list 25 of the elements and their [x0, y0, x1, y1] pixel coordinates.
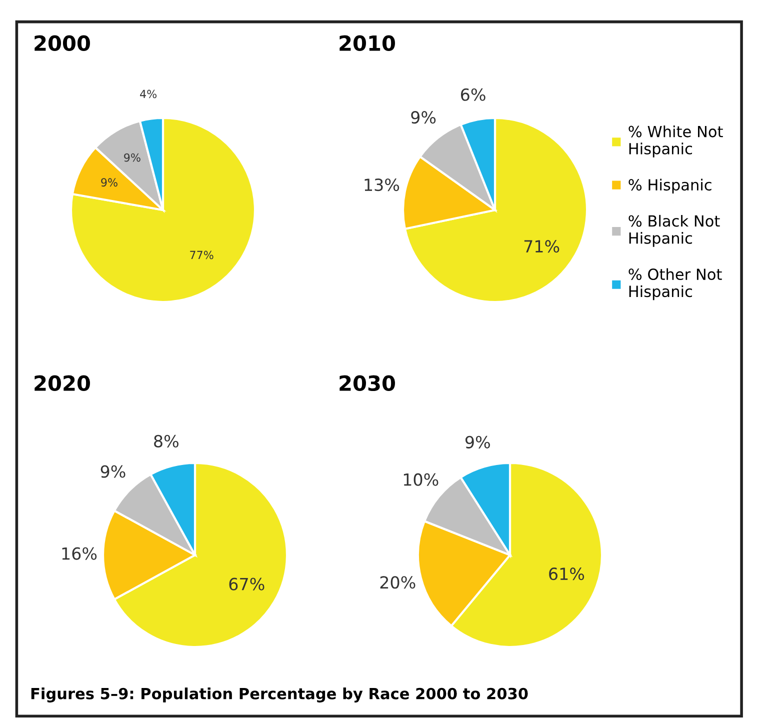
data-label: 4% [140, 90, 157, 98]
data-label: 77% [190, 250, 214, 260]
data-label: 71% [524, 240, 560, 253]
chart-title: 2010 [340, 35, 395, 52]
data-label: 9% [465, 436, 490, 448]
chart-title: 2020 [34, 375, 90, 392]
data-label: 9% [101, 178, 118, 187]
data-label: 9% [411, 111, 436, 124]
data-label: 67% [229, 578, 264, 590]
data-label: 6% [460, 88, 486, 101]
data-label: 13% [364, 178, 400, 192]
text: Figures 5–9: Population Percentage by Race 2000 to 2030 [31, 688, 528, 702]
data-label: 9% [124, 153, 140, 162]
data-label: 10% [404, 473, 438, 486]
chart-title: 2030 [340, 375, 395, 392]
legend-label: % Hispanic [628, 178, 712, 194]
legend-label: % Other Not Hispanic [628, 268, 722, 300]
legend-label: % Black Not Hispanic [628, 214, 720, 247]
data-label: 8% [154, 434, 178, 448]
chart-title: 2000 [34, 35, 90, 52]
data-label: 9% [100, 465, 126, 478]
data-label: 61% [549, 568, 584, 580]
data-label: 20% [380, 576, 416, 589]
data-label: 16% [62, 547, 97, 560]
legend-label: % White Not Hispanic [628, 125, 723, 158]
